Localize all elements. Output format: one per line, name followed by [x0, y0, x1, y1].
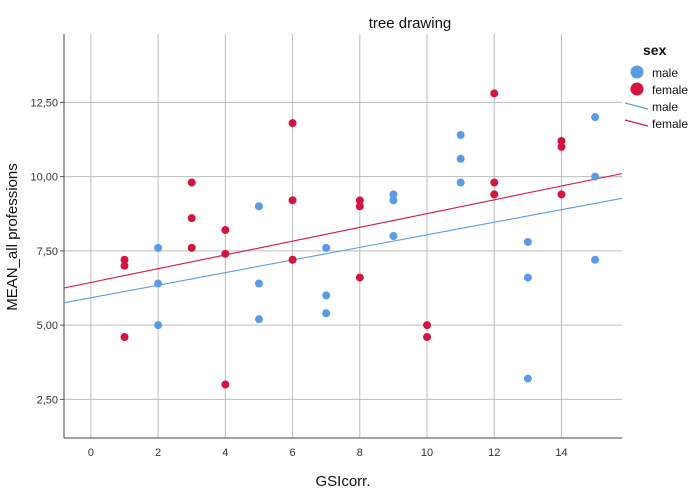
data-point-female — [355, 196, 364, 205]
legend-label-male: male — [652, 100, 678, 114]
y-tick-label: 7,50 — [37, 246, 58, 258]
data-point-female — [221, 380, 230, 389]
legend-title: sex — [643, 42, 667, 58]
data-point-male — [322, 309, 331, 318]
legend-marker-female — [630, 82, 644, 96]
scatter-points — [120, 89, 600, 389]
data-point-female — [187, 243, 196, 252]
data-point-male — [456, 178, 465, 187]
data-point-male — [591, 113, 600, 122]
y-axis-label: MEAN_all professions — [4, 163, 21, 311]
data-point-female — [221, 249, 230, 258]
data-point-female — [557, 136, 566, 145]
data-point-female — [288, 196, 297, 205]
data-point-male — [523, 237, 532, 246]
x-tick-label: 12 — [488, 447, 500, 459]
x-tick-label: 8 — [357, 447, 363, 459]
data-point-female — [423, 321, 432, 330]
legend-line-male — [624, 102, 649, 110]
data-point-female — [120, 261, 129, 270]
chart-title: tree drawing — [369, 15, 452, 32]
data-point-male — [322, 291, 331, 300]
legend-marker-male — [630, 65, 644, 79]
x-axis-ticks: 0 2 4 6 8 10 12 14 — [88, 447, 568, 459]
data-point-male — [523, 273, 532, 282]
fit-line-female — [63, 173, 623, 289]
x-tick-label: 14 — [555, 447, 567, 459]
x-tick-label: 6 — [290, 447, 296, 459]
y-tick-label: 5,00 — [37, 320, 58, 332]
data-point-male — [322, 243, 331, 252]
x-tick-label: 10 — [421, 447, 433, 459]
y-tick-label: 2,50 — [37, 394, 58, 406]
data-point-male — [591, 255, 600, 264]
legend: sex male female male female — [624, 42, 688, 131]
data-point-female — [187, 178, 196, 187]
data-point-male — [456, 154, 465, 163]
data-point-female — [187, 214, 196, 223]
data-point-female — [557, 190, 566, 199]
data-point-female — [355, 202, 364, 211]
data-point-female — [490, 89, 499, 98]
fit-lines — [63, 173, 623, 304]
plot-frame — [63, 34, 622, 439]
data-point-male — [389, 196, 398, 205]
grid-lines — [64, 34, 622, 438]
legend-line-female — [624, 119, 649, 127]
data-point-male — [254, 202, 263, 211]
data-point-male — [389, 232, 398, 240]
data-point-female — [490, 190, 499, 199]
data-point-female — [221, 226, 230, 235]
data-point-female — [288, 119, 297, 128]
data-point-male — [389, 190, 398, 199]
x-axis-label: GSIcorr. — [315, 473, 370, 490]
data-point-female — [120, 333, 129, 341]
y-tick-label: 12,50 — [30, 97, 58, 109]
x-tick-label: 2 — [155, 447, 161, 459]
x-tick-label: 0 — [88, 447, 94, 459]
data-point-female — [557, 142, 566, 151]
legend-label-female: female — [652, 83, 688, 97]
data-point-male — [154, 279, 163, 288]
y-tick-label: 10,00 — [30, 172, 58, 184]
data-point-male — [254, 279, 263, 288]
data-point-male — [456, 131, 465, 139]
data-point-female — [120, 255, 129, 264]
data-point-male — [523, 374, 532, 383]
data-point-female — [490, 178, 499, 187]
data-point-male — [254, 315, 263, 324]
data-point-female — [288, 255, 297, 264]
data-point-male — [591, 172, 600, 181]
data-point-female — [355, 273, 364, 282]
legend-label-female: female — [652, 117, 688, 131]
x-tick-label: 4 — [222, 447, 228, 459]
y-axis-ticks: 2,50 5,00 7,50 10,00 12,50 — [30, 97, 64, 406]
data-point-male — [154, 321, 163, 330]
legend-label-male: male — [652, 66, 678, 80]
data-point-female — [423, 333, 432, 341]
data-point-male — [154, 243, 163, 252]
